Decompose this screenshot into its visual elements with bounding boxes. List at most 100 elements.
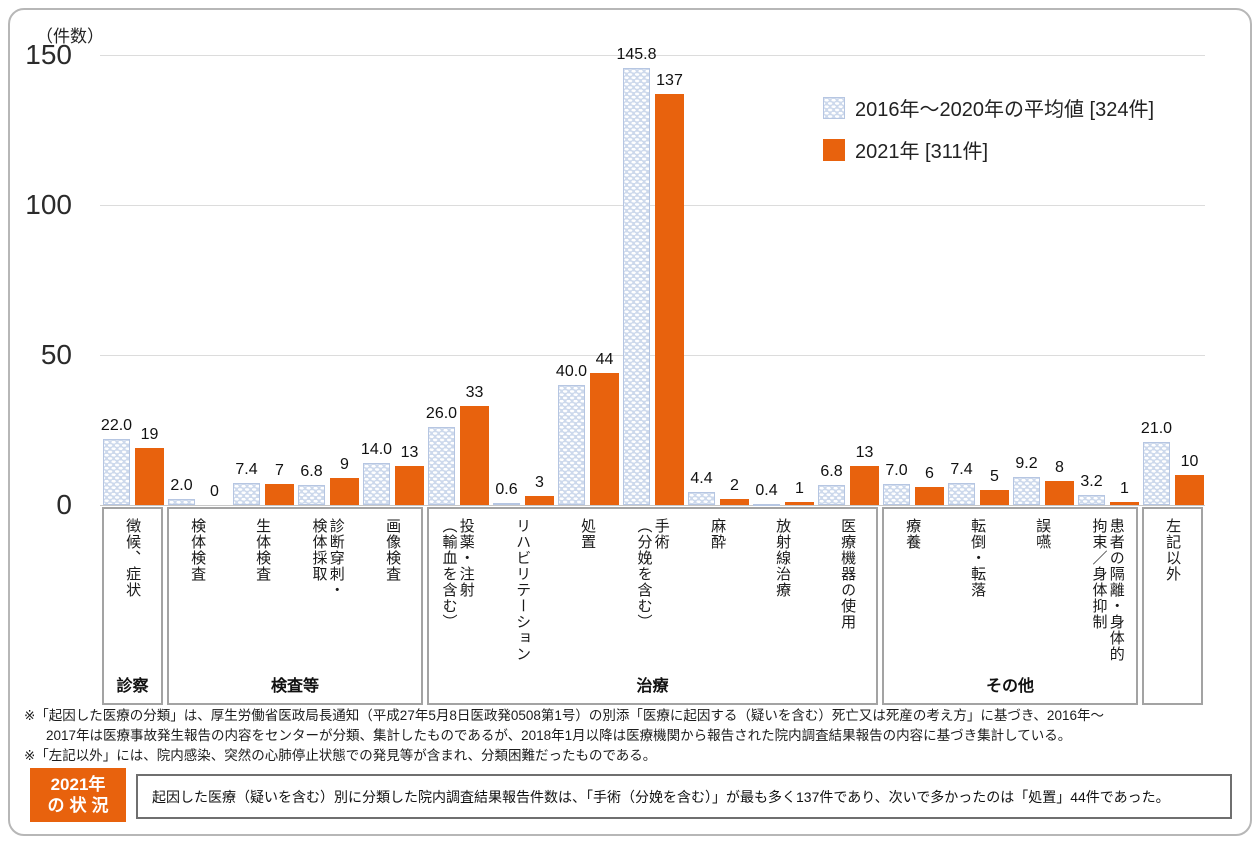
bar-2021-7 (590, 373, 619, 505)
bar-average-6 (493, 503, 520, 505)
category-label-text-5: 投薬・注射 （輸血を含む） (440, 518, 475, 630)
bar-2021-5 (460, 406, 489, 505)
bar-2021-15 (1110, 502, 1139, 505)
y-tick-100: 100 (25, 189, 72, 220)
category-label-text-16: 左記以外 (1164, 518, 1182, 582)
legend-label-average: 2016年～2020年の平均値 [324件] (855, 99, 1155, 121)
category-label-text-3: 診断穿刺・ 検体採取 (310, 518, 345, 598)
bar-average-7 (558, 385, 585, 505)
category-label-text-12: 療養 (904, 518, 922, 550)
category-group-box-4 (1142, 507, 1203, 705)
value-label-average-16: 21.0 (1140, 420, 1173, 437)
bar-average-14 (1013, 477, 1040, 505)
value-label-2021-5: 33 (465, 384, 484, 401)
category-label-5: 投薬・注射 （輸血を含む） (425, 518, 490, 668)
value-label-2021-1: 0 (210, 483, 219, 500)
gridline-0 (100, 505, 1205, 506)
bar-2021-2 (265, 484, 294, 505)
footnote-line-1: ※「起因した医療の分類」は、厚生労働省医政局長通知（平成27年5月8日医政発05… (24, 708, 1104, 723)
category-label-4: 画像検査 (360, 518, 425, 668)
status-summary-text: 起因した医療（疑いを含む）別に分類した院内調査結果報告件数は、「手術（分娩を含む… (152, 788, 1170, 805)
y-tick-0: 0 (56, 489, 72, 520)
value-label-2021-7: 44 (595, 351, 614, 368)
bar-average-8 (623, 68, 650, 505)
bar-2021-3 (330, 478, 359, 505)
bar-average-2 (233, 483, 260, 505)
value-label-2021-2: 7 (275, 462, 284, 479)
bar-2021-13 (980, 490, 1009, 505)
value-label-average-8: 145.8 (616, 46, 657, 63)
y-tick-50: 50 (40, 339, 72, 370)
category-label-text-4: 画像検査 (384, 518, 402, 582)
category-label-9: 麻酔 (685, 518, 750, 668)
category-label-text-1: 検体検査 (189, 518, 207, 582)
bar-average-15 (1078, 495, 1105, 505)
bar-average-4 (363, 463, 390, 505)
footnote-line-2: 2017年は医療事故発生報告の内容をセンターが分類、集計したものであるが、201… (46, 728, 1072, 743)
footnote-line-3: ※「左記以外」には、院内感染、突然の心肺停止状態での発見等が含まれ、分類困難だっ… (24, 748, 657, 763)
value-label-2021-4: 13 (400, 444, 419, 461)
category-label-15: 患者の隔離・身体的 拘束／身体抑制 (1075, 518, 1140, 668)
category-group-box-2 (427, 507, 878, 705)
group-name-治療: 治療 (636, 678, 669, 695)
value-label-2021-0: 19 (140, 426, 159, 443)
value-label-average-3: 6.8 (300, 463, 323, 480)
bar-2021-12 (915, 487, 944, 505)
bar-average-10 (753, 504, 780, 506)
category-label-text-7: 処置 (579, 518, 597, 550)
bar-2021-16 (1175, 475, 1204, 505)
bar-average-1 (168, 499, 195, 505)
bar-2021-0 (135, 448, 164, 505)
bar-2021-4 (395, 466, 424, 505)
bar-average-3 (298, 485, 325, 505)
bar-2021-11 (850, 466, 879, 505)
legend-item-average: 2016年～2020年の平均値 [324件] (823, 93, 1154, 122)
legend-label-2021: 2021年 [311件] (855, 141, 989, 163)
value-label-2021-10: 1 (795, 480, 804, 497)
value-label-average-0: 22.0 (100, 417, 133, 434)
bar-2021-6 (525, 496, 554, 505)
value-label-average-15: 3.2 (1080, 473, 1103, 490)
value-label-2021-11: 13 (855, 444, 874, 461)
legend-item-2021: 2021年 [311件] (823, 135, 1154, 164)
value-label-2021-14: 8 (1055, 459, 1064, 476)
value-label-2021-16: 10 (1180, 453, 1199, 470)
status-badge-line1: 2021年 (50, 775, 106, 794)
value-label-average-11: 6.8 (820, 463, 843, 480)
bar-average-11 (818, 485, 845, 505)
category-label-0: 徴候、症状 (100, 518, 165, 668)
value-label-2021-13: 5 (990, 468, 999, 485)
value-label-2021-6: 3 (535, 474, 544, 491)
gridline-100 (100, 205, 1205, 206)
category-label-text-15: 患者の隔離・身体的 拘束／身体抑制 (1090, 518, 1125, 662)
category-label-10: 放射線治療 (750, 518, 815, 668)
category-label-7: 処置 (555, 518, 620, 668)
category-label-11: 医療機器の使用 (815, 518, 880, 668)
value-label-average-1: 2.0 (170, 477, 193, 494)
value-label-average-10: 0.4 (755, 482, 778, 499)
bar-average-9 (688, 492, 715, 505)
bar-average-12 (883, 484, 910, 505)
value-label-2021-3: 9 (340, 456, 349, 473)
value-label-average-9: 4.4 (690, 470, 713, 487)
legend: 2016年～2020年の平均値 [324件] 2021年 [311件] (823, 93, 1154, 177)
value-label-average-2: 7.4 (235, 461, 258, 478)
value-label-average-12: 7.0 (885, 462, 908, 479)
value-label-2021-8: 137 (656, 72, 683, 89)
legend-swatch-average-pattern (823, 96, 845, 119)
status-badge-2021: 2021年 の状況 (30, 768, 126, 822)
gridline-50 (100, 355, 1205, 356)
value-label-average-5: 26.0 (425, 405, 458, 422)
category-label-13: 転倒・転落 (945, 518, 1010, 668)
category-label-text-0: 徴候、症状 (124, 518, 142, 598)
gridline-150 (100, 55, 1205, 56)
category-group-box-3 (882, 507, 1138, 705)
value-label-2021-12: 6 (925, 465, 934, 482)
value-label-2021-15: 1 (1120, 480, 1129, 497)
category-label-text-8: 手術 （分娩を含む） (635, 518, 670, 630)
value-label-average-4: 14.0 (360, 441, 393, 458)
category-label-6: リハビリテーション (490, 518, 555, 668)
category-label-16: 左記以外 (1140, 518, 1205, 668)
bar-average-16 (1143, 442, 1170, 505)
group-name-診察: 診察 (116, 678, 149, 695)
